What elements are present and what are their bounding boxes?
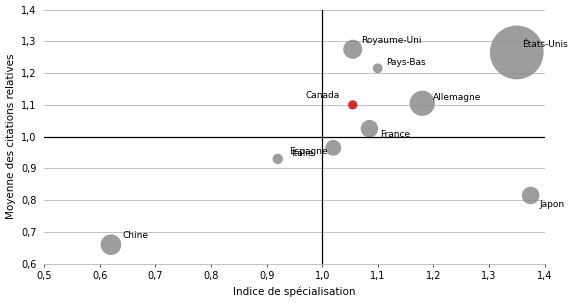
- Text: Pays-Bas: Pays-Bas: [386, 58, 426, 67]
- Point: [348, 102, 357, 107]
- Point: [526, 193, 535, 198]
- Text: Allemagne: Allemagne: [433, 93, 482, 102]
- Text: Canada: Canada: [305, 91, 340, 100]
- Point: [107, 242, 116, 247]
- Text: Chine: Chine: [122, 231, 148, 240]
- Point: [273, 156, 282, 161]
- Point: [348, 47, 357, 52]
- Text: France: France: [381, 130, 411, 139]
- Point: [373, 66, 382, 71]
- Y-axis label: Moyenne des citations relatives: Moyenne des citations relatives: [6, 54, 16, 219]
- Text: États-Unis: États-Unis: [522, 40, 568, 49]
- Text: Italie: Italie: [291, 149, 314, 158]
- Point: [418, 101, 427, 106]
- X-axis label: Indice de spécialisation: Indice de spécialisation: [233, 287, 355, 298]
- Point: [329, 145, 338, 150]
- Point: [365, 126, 374, 131]
- Text: Espagne: Espagne: [289, 147, 328, 156]
- Text: Royaume-Uni: Royaume-Uni: [361, 35, 422, 45]
- Text: Japon: Japon: [539, 200, 564, 209]
- Point: [512, 50, 521, 55]
